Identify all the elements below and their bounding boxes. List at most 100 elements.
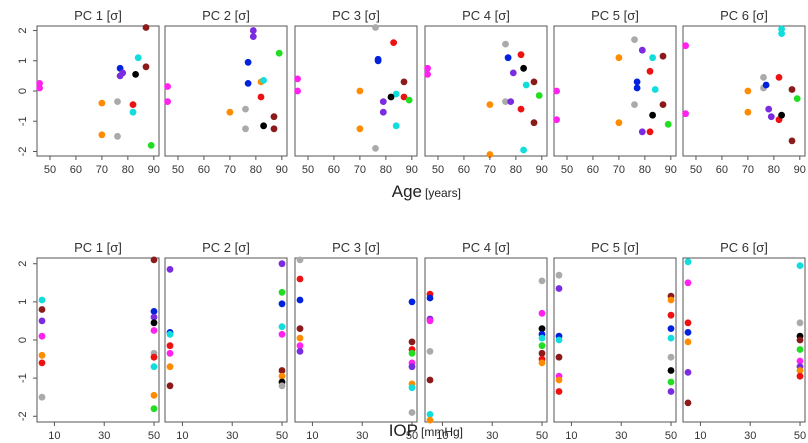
data-point bbox=[530, 119, 538, 127]
data-point bbox=[226, 108, 234, 116]
data-point bbox=[667, 296, 675, 304]
data-point bbox=[278, 300, 286, 308]
x-tick-label: 70 bbox=[484, 164, 496, 176]
y-tick-label: -1 bbox=[17, 373, 29, 383]
panel-frame bbox=[164, 257, 288, 423]
data-point bbox=[667, 378, 675, 386]
data-point bbox=[400, 93, 408, 101]
data-point bbox=[555, 376, 563, 384]
data-point bbox=[659, 101, 667, 108]
data-point bbox=[98, 131, 106, 139]
y-tick-label: 0 bbox=[17, 88, 29, 94]
x-tick-label: 50 bbox=[794, 430, 806, 442]
data-point bbox=[408, 384, 416, 392]
data-point bbox=[142, 24, 150, 31]
data-point bbox=[778, 111, 785, 119]
y-tick-label: 2 bbox=[17, 261, 29, 267]
data-point bbox=[426, 411, 434, 418]
data-point bbox=[486, 151, 494, 158]
y-tick-label: 1 bbox=[17, 58, 29, 64]
data-point bbox=[638, 128, 646, 136]
x-tick-label: 90 bbox=[406, 164, 418, 176]
panel-title: PC 1 [σ] bbox=[74, 240, 122, 255]
data-point bbox=[667, 353, 675, 361]
data-point bbox=[38, 359, 46, 367]
data-point bbox=[538, 359, 546, 367]
data-point bbox=[379, 108, 387, 116]
data-point bbox=[638, 46, 646, 54]
data-point bbox=[684, 279, 692, 287]
y-tick-label: -1 bbox=[17, 116, 29, 126]
data-point bbox=[424, 71, 431, 78]
data-point bbox=[486, 101, 494, 108]
data-point bbox=[356, 87, 364, 95]
data-point bbox=[796, 367, 804, 374]
x-tick-label: 10 bbox=[694, 430, 706, 442]
panel-title: PC 2 [σ] bbox=[202, 240, 250, 255]
x-tick-label: 30 bbox=[226, 430, 238, 442]
data-point bbox=[147, 142, 155, 149]
data-point bbox=[424, 64, 431, 72]
data-point bbox=[796, 372, 804, 380]
x-tick-label: 70 bbox=[742, 164, 754, 176]
panel-frame bbox=[553, 257, 677, 423]
data-point bbox=[502, 98, 509, 105]
data-point bbox=[633, 84, 641, 92]
data-point bbox=[631, 36, 638, 43]
data-point bbox=[166, 363, 174, 371]
data-point bbox=[520, 64, 527, 72]
data-point bbox=[249, 33, 257, 40]
data-point bbox=[296, 342, 304, 350]
data-point bbox=[667, 334, 675, 342]
data-point bbox=[659, 52, 667, 60]
data-point bbox=[788, 137, 796, 145]
panel-title: PC 4 [σ] bbox=[462, 8, 510, 23]
data-point bbox=[408, 338, 416, 346]
data-point bbox=[278, 367, 286, 374]
data-point bbox=[426, 376, 434, 384]
data-point bbox=[684, 399, 692, 407]
data-point bbox=[615, 54, 623, 62]
data-point bbox=[762, 81, 770, 89]
data-point bbox=[615, 119, 623, 127]
data-point bbox=[296, 256, 304, 264]
data-point bbox=[392, 122, 400, 130]
x-tick-label: 50 bbox=[432, 164, 444, 176]
x-tick-label: 90 bbox=[276, 164, 288, 176]
data-point bbox=[684, 258, 692, 266]
data-point bbox=[296, 275, 304, 283]
x-tick-label: 90 bbox=[665, 164, 677, 176]
x-tick-label: 30 bbox=[744, 430, 756, 442]
x-tick-label: 70 bbox=[224, 164, 236, 176]
data-point bbox=[796, 336, 804, 344]
data-point bbox=[664, 120, 672, 128]
data-point bbox=[114, 98, 121, 105]
y-tick-label: -2 bbox=[17, 411, 29, 421]
data-point bbox=[520, 146, 527, 154]
panel-frame bbox=[294, 257, 418, 423]
data-point bbox=[509, 69, 517, 77]
data-point bbox=[796, 262, 804, 269]
data-point bbox=[98, 99, 106, 107]
data-point bbox=[372, 145, 379, 152]
data-point bbox=[796, 357, 804, 365]
data-point bbox=[667, 367, 675, 374]
data-point bbox=[166, 330, 174, 338]
data-point bbox=[649, 54, 656, 62]
x-tick-label: 60 bbox=[70, 164, 82, 176]
data-point bbox=[507, 98, 515, 105]
data-point bbox=[150, 327, 158, 334]
data-point bbox=[775, 74, 783, 81]
x-tick-label: 50 bbox=[148, 430, 160, 442]
x-tick-label: 90 bbox=[148, 164, 160, 176]
panel-frame bbox=[682, 25, 806, 157]
data-point bbox=[538, 334, 546, 342]
data-point bbox=[555, 271, 563, 279]
x-tick-label: 10 bbox=[48, 430, 60, 442]
data-point bbox=[150, 319, 158, 327]
x-tick-label: 50 bbox=[665, 430, 677, 442]
data-point bbox=[257, 93, 265, 101]
data-point bbox=[682, 110, 689, 118]
panel-title: PC 6 [σ] bbox=[720, 8, 768, 23]
y-tick-label: 2 bbox=[17, 27, 29, 33]
